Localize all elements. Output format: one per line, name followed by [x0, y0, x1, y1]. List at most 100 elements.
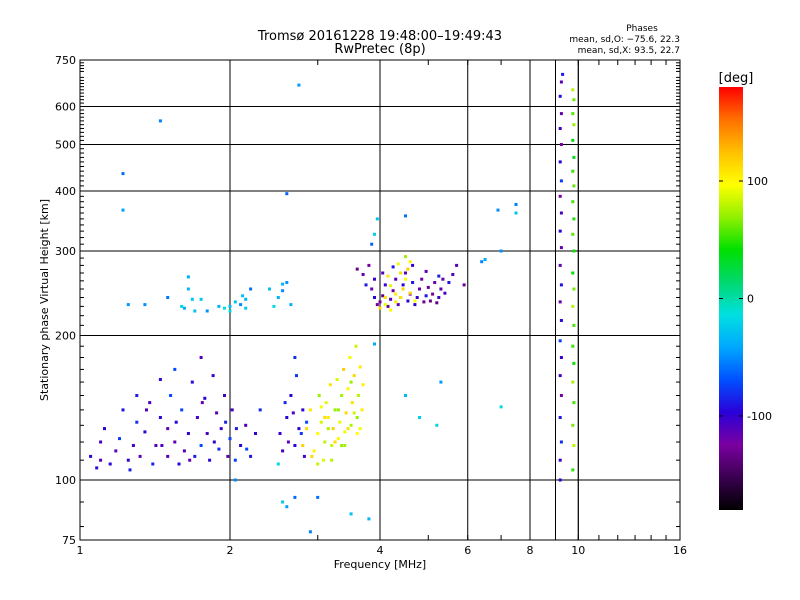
data-point [249, 454, 253, 458]
data-point [572, 401, 576, 405]
data-point [483, 258, 487, 261]
data-point [401, 287, 405, 291]
data-point [558, 458, 562, 462]
data-point [343, 444, 347, 447]
data-point [571, 380, 575, 384]
stats-line-x: mean, sd,X: 93.5, 22.7 [578, 46, 680, 56]
data-point [571, 169, 575, 173]
data-point [340, 444, 344, 447]
data-point [455, 263, 459, 267]
data-point [558, 374, 562, 378]
data-point [439, 380, 443, 384]
y-tick-label: 500 [55, 139, 76, 152]
x-tick-label: 1 [77, 544, 84, 557]
data-point [244, 297, 248, 301]
data-point [336, 437, 340, 441]
data-point [228, 304, 232, 308]
data-point [375, 303, 379, 307]
data-point [408, 260, 412, 264]
data-point [558, 478, 562, 482]
data-point [289, 394, 293, 397]
data-point [558, 416, 562, 419]
data-point [186, 432, 190, 435]
data-point [344, 411, 348, 415]
data-point [308, 408, 312, 412]
data-point [319, 405, 323, 409]
data-point [394, 292, 398, 296]
data-point [293, 495, 297, 499]
data-point [174, 420, 178, 424]
data-point [328, 383, 332, 387]
data-point [143, 303, 147, 307]
data-point [272, 304, 276, 308]
data-point [301, 408, 305, 412]
data-point [571, 88, 575, 92]
data-point [559, 80, 563, 84]
data-point [431, 292, 435, 296]
data-point [182, 449, 186, 453]
data-point [321, 458, 325, 462]
data-point [428, 299, 432, 303]
data-point [378, 300, 382, 304]
data-point [254, 432, 257, 435]
data-point [386, 304, 390, 308]
data-point [558, 94, 562, 98]
data-point [367, 263, 371, 267]
data-point [559, 143, 563, 146]
data-point [286, 440, 290, 444]
data-point [411, 263, 415, 267]
data-point [437, 296, 441, 299]
data-point [340, 394, 344, 397]
data-point [285, 505, 289, 509]
data-point [186, 287, 190, 291]
data-point [302, 454, 306, 458]
y-tick-label: 100 [55, 474, 76, 487]
data-point [151, 462, 155, 466]
grid-lines [79, 60, 681, 540]
data-point [324, 401, 328, 405]
x-tick-label: 16 [673, 544, 687, 557]
data-point [418, 416, 421, 419]
data-point [496, 208, 500, 212]
x-axis-label: Frequency [MHz] [334, 558, 426, 571]
colorbar-tick-labels: 100 0 -100 [719, 175, 772, 423]
data-point [381, 271, 385, 275]
data-point [346, 387, 350, 391]
data-point [480, 260, 484, 264]
data-point [268, 287, 271, 291]
data-point [418, 287, 421, 291]
data-point [330, 444, 334, 447]
stats-line-o: mean, sd,O: −75.6, 22.3 [569, 35, 680, 45]
data-point [360, 408, 364, 412]
data-point [212, 440, 216, 444]
data-point [349, 423, 353, 427]
data-point [336, 408, 340, 412]
data-point [233, 458, 237, 462]
y-tick-labels: 75 100 200 300 400 500 600 750 [55, 54, 76, 547]
data-point [499, 249, 503, 253]
data-point [138, 454, 142, 458]
data-point [326, 427, 330, 431]
data-point [404, 271, 407, 275]
data-point [350, 401, 354, 405]
y-tick-label: 400 [55, 185, 76, 198]
data-point [323, 440, 327, 444]
data-point [285, 416, 289, 419]
data-point [180, 408, 184, 412]
data-point [308, 530, 312, 534]
data-point [399, 296, 403, 299]
data-point [186, 275, 190, 279]
y-tick-label: 750 [55, 54, 76, 67]
data-points [89, 72, 576, 534]
x-tick-label: 2 [227, 544, 234, 557]
data-point [305, 420, 309, 424]
data-point [399, 271, 403, 275]
data-point [404, 277, 407, 281]
data-point [281, 289, 285, 293]
data-point [571, 423, 575, 427]
data-point [226, 454, 230, 458]
data-point [559, 356, 563, 359]
data-point [571, 304, 575, 308]
y-tick-label: 200 [55, 330, 76, 343]
data-point [389, 308, 393, 312]
